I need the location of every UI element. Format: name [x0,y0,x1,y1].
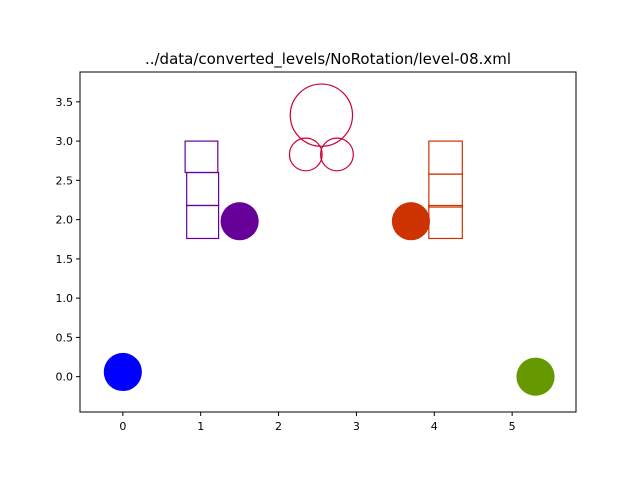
outline-circle-2 [320,137,354,172]
axes: 0 1 2 3 4 5 0.0 0.5 1.0 1.5 2.0 2.5 3.0 3.5 [56,71,577,433]
outline-box-2 [186,204,220,240]
outline-box-3 [428,140,463,175]
y-tick-label-6: 3.0 [56,135,74,148]
filled-circle-1 [220,202,259,241]
y-tick-label-1: 0.5 [56,331,74,344]
x-tick-label-5: 5 [509,420,516,433]
outline-box-4 [428,173,463,208]
x-tick-label-0: 0 [119,420,126,433]
outline-box-0 [184,140,219,174]
y-tick-label-3: 1.5 [56,253,74,266]
y-tick-label-0: 0.0 [56,371,74,384]
outline-box-5 [428,204,463,240]
outline-box-1 [186,171,220,207]
filled-circle-3 [516,357,555,396]
axes-frame [79,71,577,413]
x-tick-label-2: 2 [275,420,282,433]
chart-title: ../data/converted_levels/NoRotation/leve… [145,50,511,69]
y-tick-label-4: 2.0 [56,214,74,227]
outline-circle-0 [289,83,354,147]
outline-circle-1 [288,137,323,172]
data-marks [103,83,555,396]
y-tick-label-7: 3.5 [56,96,74,109]
plot-area [103,83,555,396]
x-tick-label-1: 1 [197,420,204,433]
x-tick-label-3: 3 [353,420,360,433]
y-tick-label-2: 1.0 [56,292,74,305]
y-tick-label-5: 2.5 [56,174,74,187]
x-tick-label-4: 4 [431,420,438,433]
filled-circle-0 [103,352,142,392]
filled-circle-2 [391,202,431,241]
